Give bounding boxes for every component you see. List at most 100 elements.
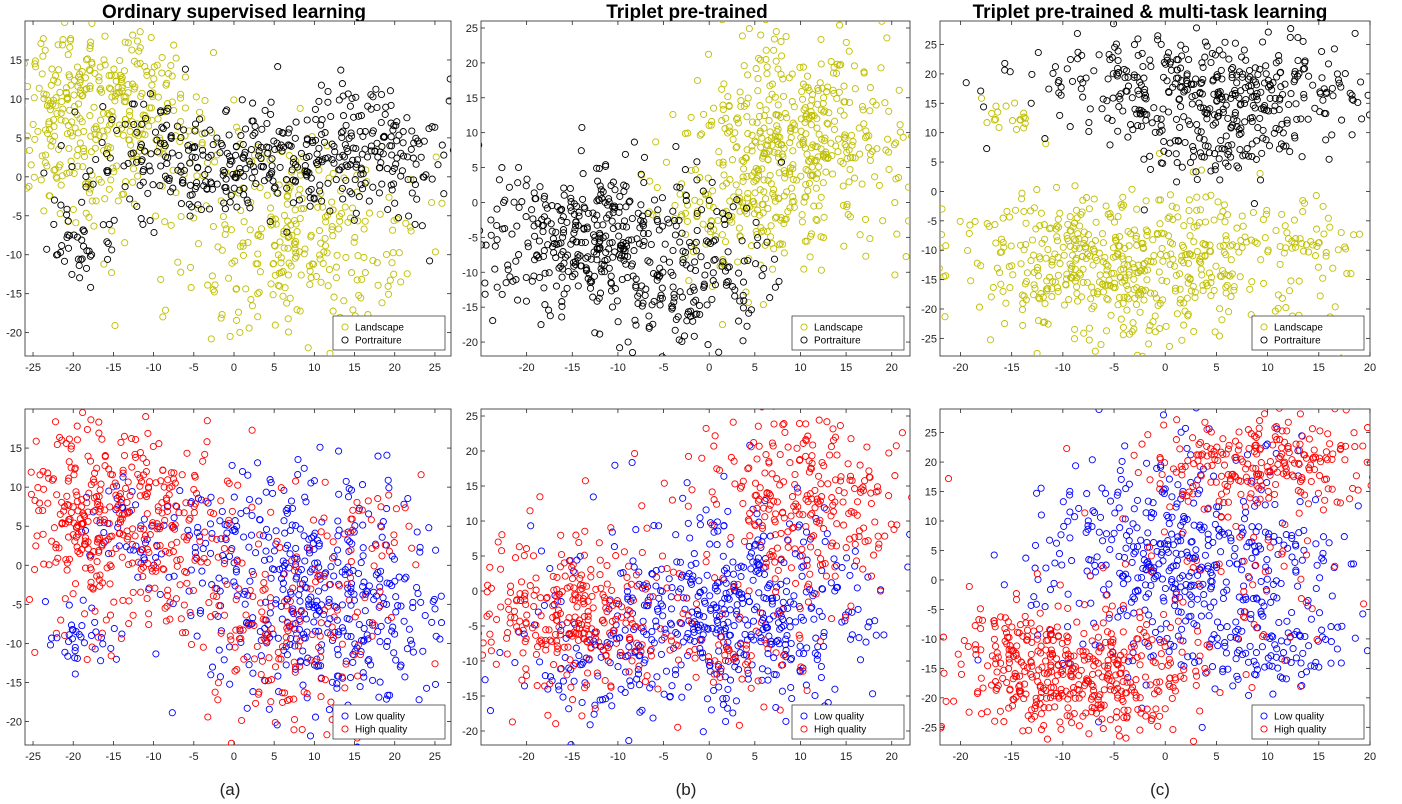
scatter-point — [1180, 299, 1188, 307]
scatter-point — [573, 238, 581, 246]
scatter-point — [54, 78, 62, 86]
scatter-point — [156, 523, 164, 531]
scatter-point — [291, 254, 299, 262]
scatter-point — [1147, 62, 1155, 71]
scatter-point — [824, 83, 832, 91]
scatter-point — [569, 236, 577, 244]
scatter-point — [440, 190, 448, 198]
scatter-point — [230, 493, 238, 501]
scatter-point — [1115, 103, 1123, 111]
scatter-point — [276, 543, 284, 551]
scatter-point — [349, 306, 357, 314]
scatter-point — [743, 172, 751, 180]
scatter-point — [1293, 115, 1301, 123]
scatter-point — [574, 254, 582, 262]
scatter-point — [378, 180, 386, 188]
scatter-point — [457, 485, 463, 491]
scatter-point — [1181, 251, 1189, 259]
scatter-point — [1140, 74, 1148, 82]
scatter-point — [140, 535, 148, 543]
scatter-point — [719, 158, 727, 166]
scatter-point — [1329, 264, 1337, 272]
scatter-point — [306, 280, 314, 289]
scatter-point — [56, 88, 64, 96]
scatter-point — [59, 105, 67, 113]
scatter-point — [384, 205, 392, 214]
scatter-point — [1176, 299, 1184, 307]
scatter-point — [70, 76, 79, 84]
scatter-point — [166, 598, 174, 606]
scatter-point — [1125, 255, 1133, 263]
scatter-point — [617, 245, 625, 253]
scatter-point — [342, 253, 350, 261]
scatter-point — [405, 522, 413, 530]
scatter-point — [340, 297, 348, 305]
scatter-point — [338, 80, 346, 88]
scatter-point — [194, 205, 202, 213]
scatter-point — [289, 620, 297, 628]
scatter-point — [63, 169, 71, 177]
scatter-point — [53, 174, 61, 182]
scatter-point — [1264, 28, 1272, 36]
scatter-point — [29, 120, 37, 128]
scatter-point — [25, 132, 31, 140]
scatter-point — [63, 211, 71, 219]
scatter-point — [802, 193, 810, 201]
scatter-point — [541, 269, 549, 277]
scatter-point — [850, 174, 859, 182]
scatter-point — [619, 222, 627, 230]
scatter-point — [1078, 208, 1086, 216]
scatter-point — [1114, 301, 1122, 309]
scatter-point — [202, 497, 210, 505]
scatter-point — [179, 176, 187, 184]
scatter-point — [345, 615, 353, 623]
scatter-point — [437, 619, 446, 627]
scatter-point — [704, 50, 713, 58]
scatter-point — [177, 615, 185, 623]
scatter-point — [842, 143, 850, 151]
scatter-point — [1349, 96, 1357, 104]
scatter-point — [1177, 103, 1185, 111]
scatter-point — [117, 75, 125, 83]
scatter-point — [589, 293, 597, 301]
scatter-point — [758, 272, 766, 280]
scatter-point — [505, 183, 513, 191]
scatter-point — [506, 273, 514, 281]
scatter-point — [658, 194, 666, 202]
scatter-point — [1211, 162, 1219, 170]
scatter-point — [55, 163, 63, 171]
scatter-point — [129, 525, 137, 533]
scatter-point — [759, 301, 767, 309]
scatter-point — [1134, 269, 1142, 277]
scatter-point — [359, 582, 367, 591]
scatter-point — [57, 616, 65, 624]
scatter-point — [186, 514, 194, 522]
scatter-point — [300, 688, 308, 696]
scatter-point — [113, 126, 121, 134]
scatter-point — [265, 533, 273, 541]
scatter-point — [533, 252, 541, 260]
scatter-point — [184, 142, 192, 150]
scatter-point — [558, 298, 566, 306]
scatter-point — [54, 41, 62, 49]
scatter-point — [240, 172, 248, 180]
scatter-point — [598, 194, 606, 203]
scatter-point — [790, 203, 798, 211]
scatter-point — [718, 262, 726, 270]
scatter-point — [148, 81, 156, 89]
y-tick-label: 15 — [10, 443, 22, 455]
scatter-point — [265, 174, 273, 182]
scatter-point — [78, 67, 86, 76]
scatter-point — [118, 503, 126, 511]
scatter-point — [358, 506, 366, 514]
scatter-point — [377, 159, 385, 167]
scatter-point — [85, 189, 93, 197]
scatter-point — [164, 502, 172, 510]
scatter-point — [1328, 84, 1336, 92]
scatter-point — [1112, 237, 1120, 245]
scatter-point — [891, 271, 899, 279]
scatter-point — [14, 160, 20, 166]
scatter-point — [249, 592, 257, 601]
scatter-point — [1166, 261, 1174, 269]
scatter-point — [227, 226, 235, 234]
